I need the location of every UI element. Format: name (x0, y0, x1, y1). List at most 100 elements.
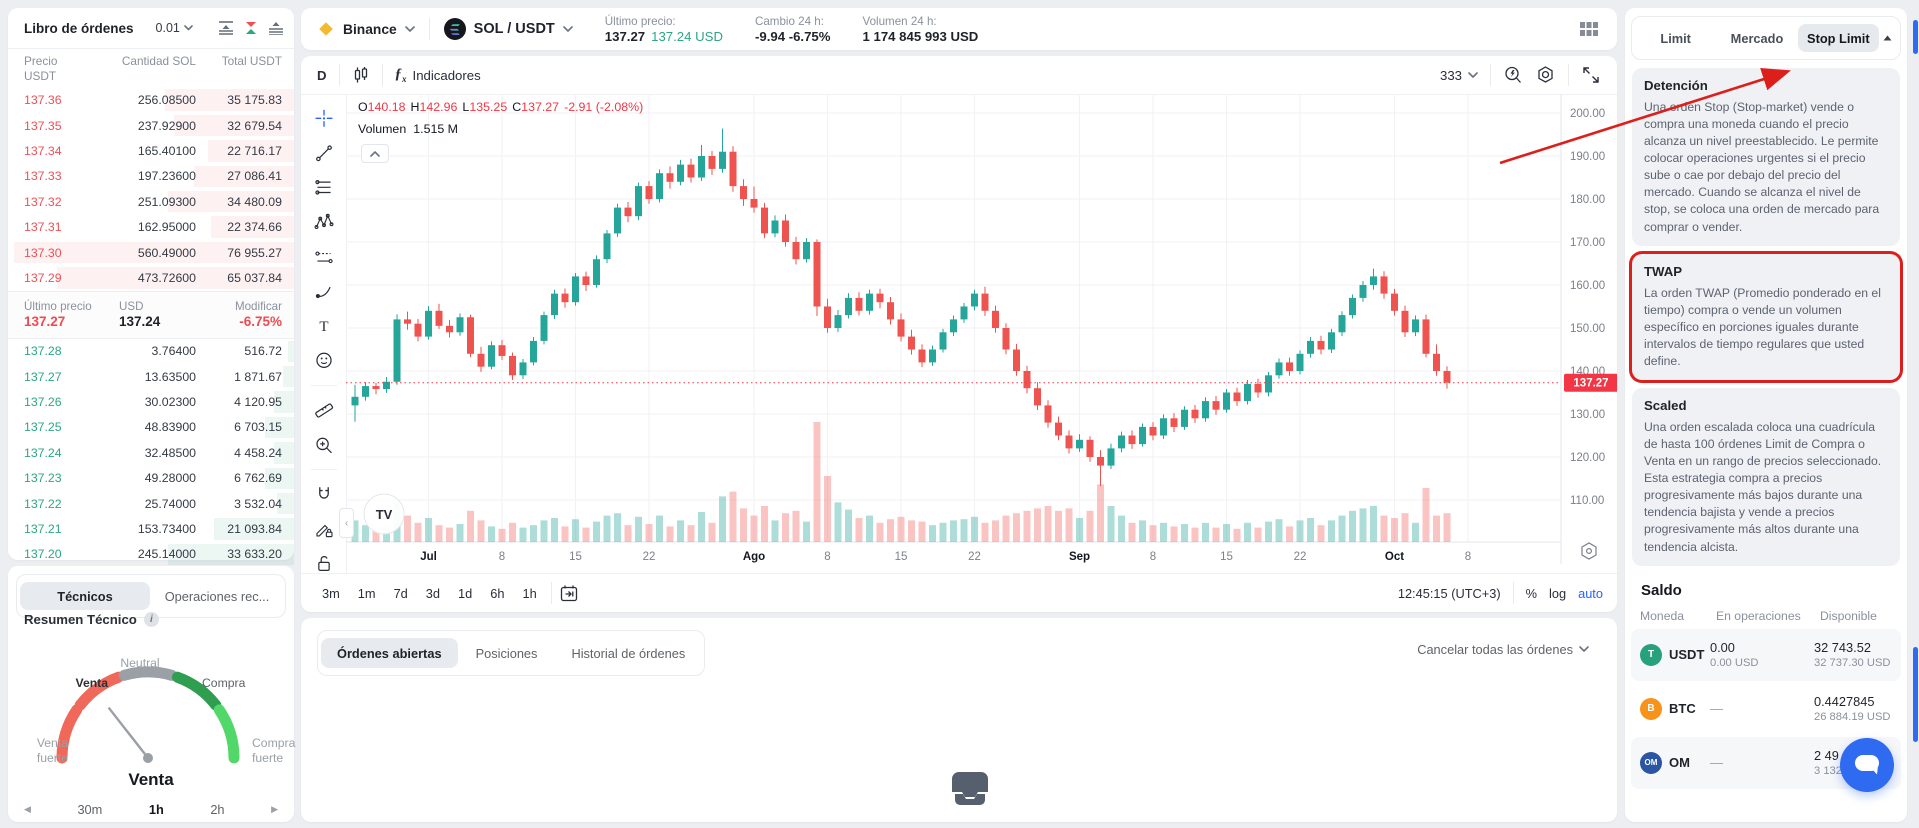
crosshair-icon[interactable] (313, 108, 335, 129)
timeframe-2h[interactable]: 2h (210, 802, 225, 817)
order-book-ask-row[interactable]: 137.33 197.23600 27 086.41 (8, 164, 294, 189)
scrollbar-thumb[interactable] (1913, 647, 1918, 742)
drawing-lock-icon[interactable] (313, 519, 335, 540)
tab-órdenes-abiertas[interactable]: Órdenes abiertas (321, 638, 458, 668)
tab-posiciones[interactable]: Posiciones (475, 645, 538, 661)
toolbar-separator (310, 385, 337, 386)
total-cell: 516.72 (244, 344, 282, 359)
col-price: Precio USDT (24, 54, 58, 83)
range-button-6h[interactable]: 6h (490, 585, 505, 601)
order-book-bid-row[interactable]: 137.26 30.02300 4 120.95 (8, 389, 294, 414)
countdown-select[interactable]: 333 (1440, 68, 1478, 83)
chat-support-button[interactable] (1840, 738, 1894, 792)
order-book-bid-row[interactable]: 137.28 3.76400 516.72 (8, 339, 294, 364)
scrollbar-thumb[interactable] (1913, 20, 1918, 54)
order-book-ask-row[interactable]: 137.30 560.49000 76 955.27 (8, 240, 294, 265)
order-book-ask-row[interactable]: 137.32 251.09300 34 480.09 (8, 189, 294, 214)
quantity-cell: 245.14000 (137, 547, 196, 562)
magnet-icon[interactable] (313, 484, 335, 505)
interval-button[interactable]: D (317, 67, 327, 83)
pair-name: SOL / USDT (473, 21, 555, 37)
available-usd: 3 132. (1814, 765, 1846, 778)
lock-open-icon[interactable] (313, 553, 335, 574)
svg-text:TV: TV (376, 507, 393, 522)
coin-symbol: BTC (1669, 701, 1696, 717)
xabcd-pattern-icon[interactable] (313, 212, 335, 233)
order-book-bid-row[interactable]: 137.20 245.14000 33 633.20 (8, 542, 294, 567)
zoom-in-icon[interactable] (313, 435, 335, 456)
tab-operaciones[interactable]: Operaciones rec... (164, 588, 270, 604)
price-cell: 137.23 (24, 471, 62, 486)
book-view-split-icon[interactable] (243, 21, 259, 35)
percent-scale-button[interactable]: % (1525, 585, 1537, 601)
range-button-3d[interactable]: 3d (425, 585, 441, 601)
info-icon[interactable]: i (143, 612, 159, 627)
fullscreen-icon[interactable] (1581, 65, 1601, 85)
indicators-button[interactable]: ƒx Indicadores (395, 66, 481, 84)
tab-limit[interactable]: Limit (1660, 30, 1691, 46)
order-book-bid-row[interactable]: 137.27 13.63500 1 871.67 (8, 364, 294, 389)
tab-mercado[interactable]: Mercado (1730, 30, 1784, 46)
brush-icon[interactable] (313, 281, 335, 302)
timeframe-30m[interactable]: 30m (77, 802, 103, 817)
book-view-bids-icon[interactable] (268, 21, 284, 35)
total-cell: 4 120.95 (234, 395, 282, 410)
ohlc-value: 137.27 (521, 100, 560, 114)
tab-stop-limit[interactable]: Stop Limit (1797, 24, 1879, 52)
legend-collapse-button[interactable] (361, 144, 389, 163)
divider (381, 64, 383, 86)
cancel-all-orders-button[interactable]: Cancelar todas las órdenes (1417, 642, 1589, 657)
order-book-ask-row[interactable]: 137.35 237.92900 32 679.54 (8, 113, 294, 138)
go-to-date-icon[interactable] (559, 584, 579, 603)
range-button-3m[interactable]: 3m (322, 585, 340, 601)
range-button-1h[interactable]: 1h (522, 585, 537, 601)
exchange-select[interactable]: Binance (317, 20, 415, 38)
order-book-bid-row[interactable]: 137.21 153.73400 21 093.84 (8, 516, 294, 541)
svg-text:Sep: Sep (1069, 551, 1090, 563)
order-book-bid-row[interactable]: 137.23 49.28000 6 762.69 (8, 466, 294, 491)
carousel-right-icon[interactable]: ▶ (271, 804, 278, 814)
order-book-ask-row[interactable]: 137.31 162.95000 22 374.66 (8, 214, 294, 239)
tab-tecnicos[interactable]: Técnicos (20, 582, 150, 610)
price-cell: 137.22 (24, 496, 62, 511)
depth-bar (273, 442, 294, 464)
svg-text:130.00: 130.00 (1570, 409, 1605, 421)
order-type-info-body: Una orden Stop (Stop-market) vende o com… (1644, 100, 1880, 234)
range-button-1m[interactable]: 1m (357, 585, 376, 601)
measure-ruler-icon[interactable] (313, 400, 335, 421)
order-book-ask-row[interactable]: 137.36 256.08500 35 175.83 (8, 87, 294, 112)
price-cell: 137.35 (24, 118, 62, 133)
panel-collapse-icon[interactable] (1879, 35, 1897, 41)
in-orders-dash: — (1710, 701, 1723, 717)
toolbar-collapse-handle[interactable]: ‹ (339, 508, 354, 538)
candle-style-icon[interactable] (352, 66, 370, 84)
timeframe-1h[interactable]: 1h (148, 802, 164, 817)
layout-grid-icon[interactable] (1577, 18, 1601, 40)
settings-gear-icon[interactable] (1535, 65, 1556, 85)
quick-search-icon[interactable] (1503, 65, 1523, 85)
order-book-bid-row[interactable]: 137.22 25.74000 3 532.04 (8, 491, 294, 516)
fib-retracement-icon[interactable] (313, 177, 335, 198)
projection-icon[interactable] (313, 247, 335, 268)
tab-historial-de-órdenes[interactable]: Historial de órdenes (571, 645, 686, 661)
auto-scale-button[interactable]: auto (1578, 585, 1603, 601)
carousel-left-icon[interactable]: ◀ (24, 804, 31, 814)
emoji-icon[interactable] (313, 350, 335, 371)
range-button-7d[interactable]: 7d (393, 585, 408, 601)
order-book-ask-row[interactable]: 137.29 473.72600 65 037.84 (8, 265, 294, 290)
svg-text:T: T (319, 319, 328, 335)
order-book-bid-row[interactable]: 137.25 48.83900 6 703.15 (8, 415, 294, 440)
candlestick-chart[interactable]: 200.00 190.00 180.00 170.00 160.00 150.00 140.… (346, 94, 1617, 570)
in-orders-cell: 0.00 0.00 USD (1710, 640, 1814, 669)
book-view-both-icon[interactable] (218, 21, 234, 35)
order-book-ask-row[interactable]: 137.34 165.40100 22 716.17 (8, 138, 294, 163)
trend-line-icon[interactable] (313, 143, 335, 164)
text-tool-icon[interactable]: T (313, 316, 335, 337)
precision-select[interactable]: 0.01 (156, 21, 193, 35)
range-button-1d[interactable]: 1d (458, 585, 473, 601)
order-book-bid-row[interactable]: 137.24 32.48500 4 458.24 (8, 440, 294, 465)
quantity-cell: 473.72600 (137, 270, 196, 285)
pair-select[interactable]: SOL / USDT (443, 18, 573, 40)
log-scale-button[interactable]: log (1549, 585, 1567, 601)
clock-readout[interactable]: 12:45:15 (UTC+3) (1397, 585, 1501, 601)
